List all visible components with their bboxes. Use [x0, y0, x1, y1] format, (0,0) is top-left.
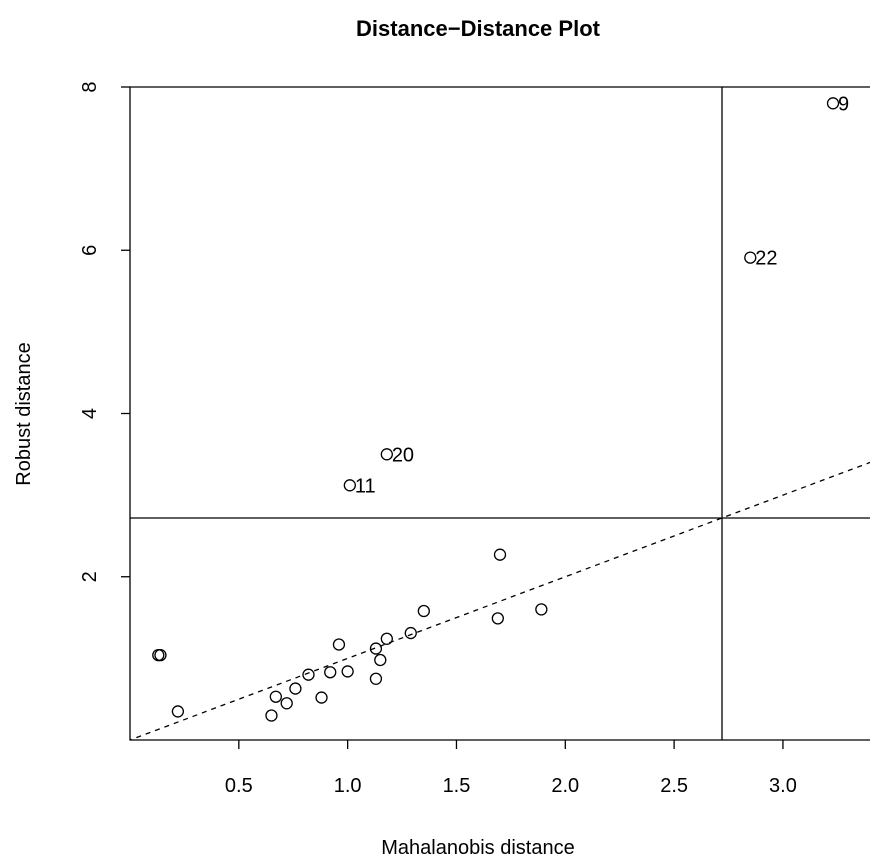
x-tick-label: 2.5: [660, 775, 688, 797]
data-point: [417, 604, 430, 618]
x-tick-label: 3.0: [769, 775, 797, 797]
data-point: [491, 612, 504, 625]
identity-line: [130, 461, 870, 740]
data-point: [369, 672, 383, 685]
data-points: [152, 97, 840, 722]
point-label: 20: [392, 444, 414, 466]
data-point: [280, 697, 293, 710]
x-axis-label: Mahalanobis distance: [381, 837, 574, 859]
y-tick-label: 4: [79, 408, 101, 419]
data-point: [289, 682, 302, 695]
data-point: [493, 548, 507, 561]
data-point: [380, 448, 393, 461]
data-point: [171, 705, 185, 718]
y-tick-label: 2: [79, 571, 101, 582]
data-point: [265, 709, 278, 722]
data-point: [324, 666, 337, 679]
y-tick-label: 8: [79, 81, 101, 92]
point-labels: 11 20 22 9: [355, 93, 849, 497]
data-point: [535, 603, 548, 616]
y-axis: 2 4 6 8: [79, 81, 130, 582]
data-point: [343, 479, 356, 492]
plot-frame: [129, 86, 870, 741]
data-point: [315, 691, 328, 704]
data-point: [374, 653, 387, 667]
data-point: [302, 668, 315, 681]
x-tick-label: 1.5: [443, 775, 471, 797]
point-label: 11: [355, 475, 376, 497]
data-point: [154, 648, 167, 662]
point-label: 22: [755, 248, 777, 270]
data-point: [380, 632, 393, 645]
data-point: [332, 638, 346, 651]
point-label: 9: [838, 93, 849, 115]
y-tick-label: 6: [79, 245, 101, 256]
y-axis-label: Robust distance: [13, 342, 35, 485]
x-tick-label: 0.5: [225, 775, 253, 797]
data-point: [744, 251, 757, 264]
reference-lines: [130, 87, 870, 740]
x-tick-label: 2.0: [551, 775, 579, 797]
data-point: [341, 665, 354, 678]
data-point: [826, 97, 840, 110]
chart-title: Distance−Distance Plot: [356, 16, 601, 41]
data-point: [404, 626, 417, 640]
x-tick-label: 1.0: [334, 775, 362, 797]
plot-area: 11 20 22 9: [130, 87, 870, 740]
x-axis: 0.5 1.0 1.5 2.0 2.5 3.0: [225, 740, 797, 797]
data-point: [269, 690, 282, 703]
data-point: [369, 642, 383, 655]
